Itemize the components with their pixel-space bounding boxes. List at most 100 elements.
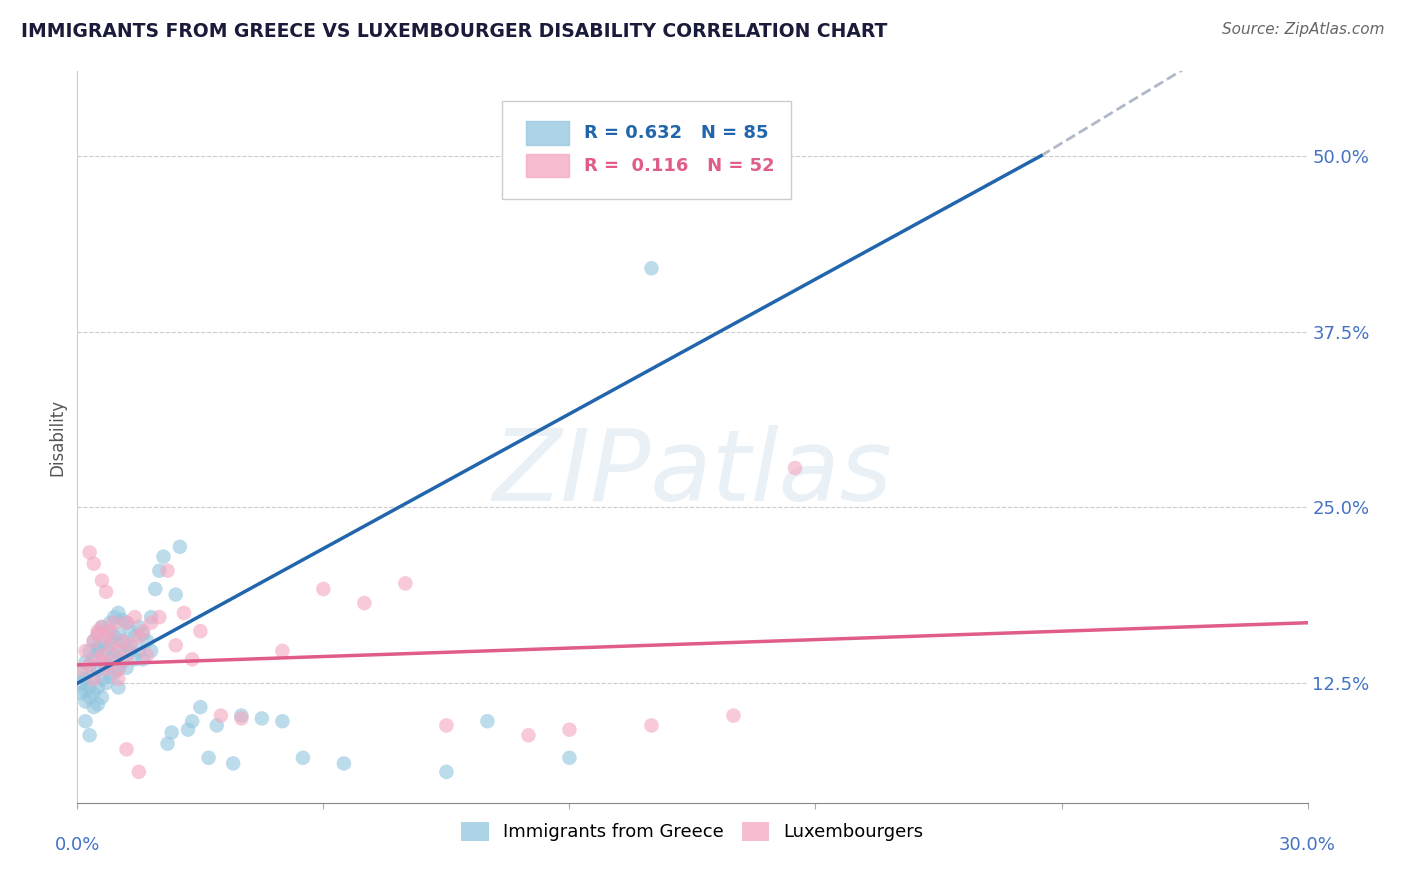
Point [141, 644, 163, 658]
Point [132, 624, 155, 639]
Point [181, 652, 204, 666]
FancyBboxPatch shape [502, 101, 792, 200]
Point [558, 751, 581, 765]
Point [98, 652, 121, 666]
Point [79, 545, 101, 559]
Point [107, 606, 129, 620]
Text: Source: ZipAtlas.com: Source: ZipAtlas.com [1222, 22, 1385, 37]
Point [120, 638, 142, 652]
Text: R = 0.632   N = 85: R = 0.632 N = 85 [585, 124, 769, 142]
Text: R =  0.116   N = 52: R = 0.116 N = 52 [585, 157, 775, 175]
Point [165, 588, 187, 602]
Point [94, 641, 117, 656]
Point [141, 610, 163, 624]
Bar [526, 121, 569, 145]
Point [111, 613, 134, 627]
Point [90, 638, 114, 652]
Point [79, 728, 101, 742]
Point [75, 683, 97, 698]
Point [70, 676, 93, 690]
Point [107, 662, 129, 676]
Point [107, 672, 129, 686]
Legend: Immigrants from Greece, Luxembourgers: Immigrants from Greece, Luxembourgers [454, 814, 931, 848]
Point [197, 751, 219, 765]
Point [87, 662, 110, 676]
Point [148, 610, 170, 624]
Point [148, 564, 170, 578]
Point [83, 634, 105, 648]
Point [353, 596, 375, 610]
Point [87, 641, 110, 656]
Point [83, 651, 105, 665]
Point [107, 644, 129, 658]
Point [90, 648, 114, 662]
Point [87, 644, 110, 658]
Point [75, 694, 97, 708]
Bar [526, 154, 569, 178]
Point [115, 661, 138, 675]
Point [103, 615, 125, 630]
Point [87, 652, 110, 666]
Point [94, 630, 117, 644]
Point [165, 638, 187, 652]
Text: 0.0%: 0.0% [55, 836, 100, 854]
Point [436, 718, 458, 732]
Point [271, 714, 294, 729]
Point [103, 648, 125, 662]
Point [177, 723, 200, 737]
Point [136, 634, 159, 648]
Point [98, 655, 121, 669]
Point [181, 714, 204, 729]
Point [723, 708, 745, 723]
Point [70, 662, 93, 676]
Point [111, 655, 134, 669]
Point [107, 644, 129, 658]
Point [83, 669, 105, 683]
Point [394, 576, 416, 591]
Point [640, 261, 662, 276]
Point [136, 648, 159, 662]
Point [94, 584, 117, 599]
Point [98, 615, 121, 630]
Point [98, 624, 121, 639]
Point [132, 627, 155, 641]
Point [124, 652, 146, 666]
Point [222, 756, 245, 771]
Point [120, 644, 142, 658]
Point [75, 644, 97, 658]
Point [169, 540, 191, 554]
Point [90, 655, 114, 669]
Point [87, 681, 110, 695]
Point [128, 630, 150, 644]
Point [98, 634, 121, 648]
Point [75, 714, 97, 729]
Point [90, 690, 114, 705]
Point [111, 634, 134, 648]
Point [312, 582, 335, 596]
Point [111, 634, 134, 648]
Point [87, 627, 110, 641]
Y-axis label: Disability: Disability [48, 399, 66, 475]
Point [90, 574, 114, 588]
Point [115, 615, 138, 630]
Point [115, 742, 138, 756]
Point [124, 630, 146, 644]
Text: 30.0%: 30.0% [1279, 836, 1336, 854]
Text: IMMIGRANTS FROM GREECE VS LUXEMBOURGER DISABILITY CORRELATION CHART: IMMIGRANTS FROM GREECE VS LUXEMBOURGER D… [21, 22, 887, 41]
Point [333, 756, 356, 771]
Point [103, 630, 125, 644]
Point [141, 615, 163, 630]
Point [83, 557, 105, 571]
Point [124, 610, 146, 624]
Point [103, 610, 125, 624]
Point [517, 728, 540, 742]
Point [188, 700, 212, 714]
Point [783, 461, 806, 475]
Point [79, 681, 101, 695]
Point [98, 669, 121, 683]
Point [173, 606, 195, 620]
Point [128, 764, 150, 779]
Point [250, 711, 273, 725]
Point [90, 620, 114, 634]
Point [209, 708, 232, 723]
